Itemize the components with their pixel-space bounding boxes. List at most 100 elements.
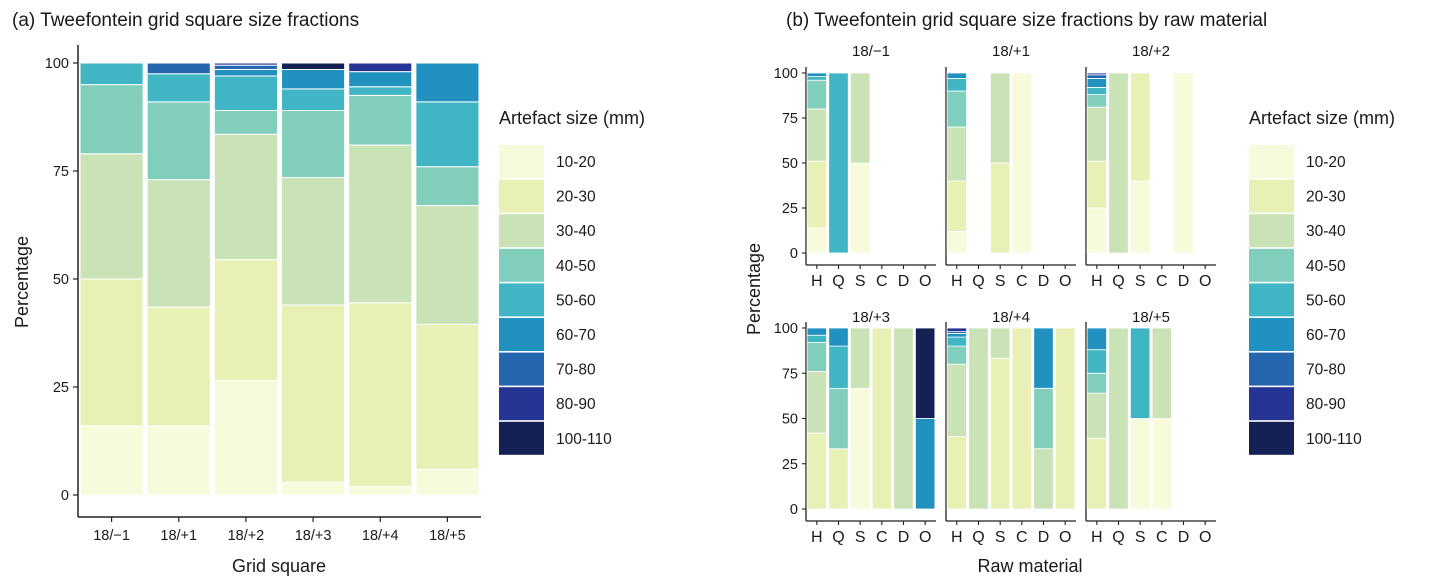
bar-segment-18-5-30-40 [415,205,480,325]
facet-y-tick-label: 0 [790,246,798,262]
bar-segment-18-1-h-40-50 [946,90,967,128]
facet-18-5: 18/+5 H Q S C D O [1085,309,1216,546]
facet-y-tick-label: 50 [782,156,798,172]
panel-a-plot: 0 25 50 75 100 18/−1 18/+1 18/+2 18/+3 18/+4 18/+5 [45,45,481,544]
bar-segment-18-4-h-60-70 [946,333,967,338]
bar-segment-18-5-20-30 [415,323,480,470]
bar-segment-18-2-40-50 [213,110,278,135]
panel-a-x-tick-label: 18/+3 [295,528,332,544]
bar-segment-18-3-h-50-60 [806,334,827,343]
bar-segment-18-2-h-10-20 [1086,207,1107,254]
panel-a-legend-label-70-80: 70-80 [556,362,596,379]
panel-b-legend-swatch-60-70 [1249,318,1294,351]
panel-b-legend-swatch-10-20 [1249,145,1294,178]
facet-x-tick-label: S [1135,529,1146,546]
panel-a-legend-swatch-60-70 [499,318,544,351]
facet-x-tick-label: O [1059,273,1071,290]
facet-x-tick-label: D [1038,273,1050,290]
bar-segment-18-4-20-30 [348,302,413,487]
panel-a-legend-label-80-90: 80-90 [556,396,596,413]
facet-x-tick-label: C [876,529,888,546]
bar-segment-18-3-10-20 [281,481,346,496]
panel-a-legend-swatch-30-40 [499,214,544,248]
panel-a-x-tick-label: 18/+4 [362,528,399,544]
facet-x-tick-label: Q [832,529,844,546]
facet-x-tick-label: H [951,529,963,546]
panel-a-legend-swatch-10-20 [499,145,544,178]
panel-a-legend-label-100-110: 100-110 [556,431,612,448]
facet-x-tick-label: C [1156,529,1168,546]
bar-segment-18-4-s-30-40 [990,327,1011,359]
facet-x-tick-label: S [1135,273,1146,290]
bar-segment-18-4-80-90 [348,62,413,73]
bar-segment-18-2-h-40-50 [1086,94,1107,108]
panel-b-y-axis-title: Percentage [744,243,764,335]
bar-segment-18-4-60-70 [348,71,413,88]
facet-x-tick-label: Q [832,273,844,290]
facet-x-tick-label: D [1178,529,1190,546]
bar-segment-18-4-h-50-60 [946,336,967,347]
panel-b-legend-label-70-80: 70-80 [1306,362,1346,379]
facet-x-tick-label: S [995,529,1006,546]
facet-y-tick-label: 100 [774,66,798,82]
bar-segment-18-2-70-80 [213,64,278,70]
bar-segment-18-1-s-30-40 [990,72,1011,164]
panel-a-legend-label-60-70: 60-70 [556,327,596,344]
bar-segment-18-3-60-70 [281,68,346,90]
facet-x-tick-label: H [1091,273,1103,290]
bar-segment-18-2-s-10-20 [1130,180,1151,254]
panel-a-title: (a) Tweefontein grid square size fractio… [12,10,359,31]
panel-a-x-tick-label: 18/+2 [228,528,265,544]
bar-segment-18-4-d-60-70 [1033,327,1054,389]
panel-a-legend-label-40-50: 40-50 [556,258,596,275]
panel-b-legend: Artefact size (mm) 10-20 20-30 30-40 40-50 50… [1249,108,1395,455]
panel-a-legend-swatch-50-60 [499,283,544,317]
bar-segment-18-4-30-40 [348,144,413,304]
facet-18-4: 18/+4 H Q S C D O [945,309,1076,546]
bar-segment-18-1-s-10-20 [850,162,871,254]
facet-label-18-1: 18/−1 [852,43,890,60]
bar-segment-18-2-10-20 [213,380,278,496]
facet-x-tick-label: C [876,273,888,290]
bar-segment-18-4-d-40-50 [1033,387,1054,450]
bar-segment-18-3-q-50-60 [828,345,849,389]
facet-label-18-4: 18/+4 [992,309,1030,326]
bar-segment-18-4-o-20-30 [1055,327,1076,510]
panel-a-y-tick-label: 25 [53,380,69,396]
bar-segment-18-1-h-30-40 [806,108,827,162]
bar-segment-18-3-s-30-40 [850,327,871,389]
bar-segment-18-3-h-20-30 [806,432,827,510]
bar-segment-18-5-c-30-40 [1151,327,1172,419]
bar-segment-18-1-s-20-30 [990,162,1011,254]
bar-segment-18-1-h-30-40 [946,126,967,182]
facet-x-tick-label: D [898,273,910,290]
bar-segment-18-1-h-20-30 [806,160,827,229]
bar-segment-18-4-d-30-40 [1033,448,1054,510]
facet-label-18-3: 18/+3 [852,309,890,326]
panel-b-x-axis-title: Raw material [977,556,1082,576]
facet-x-tick-label: C [1156,273,1168,290]
panel-b-legend-swatch-20-30 [1249,179,1294,213]
panel-a-x-axis-title: Grid square [232,556,326,576]
bar-segment-18-1-h-50-60 [806,76,827,81]
facet-x-tick-label: Q [1112,529,1124,546]
bar-segment-18-3-50-60 [281,88,346,112]
bar-segment-18-4-40-50 [348,94,413,146]
bar-segment-18-5-h-30-40 [1086,392,1107,439]
facet-18-2: 18/+2 H Q S C D O [1085,43,1216,290]
facet-x-tick-label: O [919,273,931,290]
panel-b-legend-label-10-20: 10-20 [1306,154,1346,171]
bar-segment-18-4-50-60 [348,86,413,96]
bar-segment-18-4-10-20 [348,485,413,496]
bar-segment-18-5-q-30-40 [1108,327,1129,510]
facet-x-tick-label: Q [972,273,984,290]
facet-label-18-5: 18/+5 [1132,309,1170,326]
bar-segment-18-5-10-20 [415,468,480,496]
bar-segment-18-1-20-30 [79,278,144,427]
bar-segment-18-1-h-60-70 [806,72,827,77]
bar-segment-18-3-20-30 [281,304,346,483]
panel-a-legend-swatch-100-110 [499,421,544,455]
facet-label-18-1: 18/+1 [992,43,1030,60]
bar-segment-18-2-20-30 [213,259,278,382]
